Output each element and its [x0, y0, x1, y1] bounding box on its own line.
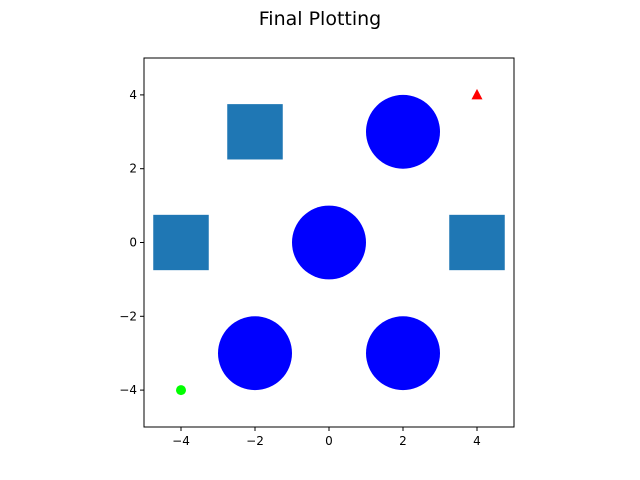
obstacle-circle	[366, 94, 440, 169]
chart-title: Final Plotting	[259, 8, 381, 30]
y-tick-label: −4	[119, 383, 137, 397]
obstacle-circle	[218, 316, 292, 391]
x-tick-label: 4	[473, 434, 481, 448]
goal-marker	[471, 88, 483, 100]
start-marker	[176, 385, 186, 396]
obstacle-square	[153, 214, 209, 271]
x-tick-label: 0	[325, 434, 333, 448]
obstacle-square	[227, 104, 283, 160]
x-tick-label: −4	[172, 434, 190, 448]
y-tick-label: 4	[129, 88, 137, 102]
y-tick-label: 2	[129, 162, 137, 176]
axis-ticks: −4 −2 0 2 4 −4 −2 0 2 4	[119, 88, 481, 448]
obstacle-circle	[292, 205, 366, 280]
x-tick-label: −2	[246, 434, 264, 448]
x-tick-label: 2	[399, 434, 407, 448]
y-tick-label: 0	[129, 236, 137, 250]
obstacle-circle	[366, 316, 440, 391]
y-tick-label: −2	[119, 309, 137, 323]
obstacle-square	[449, 214, 505, 271]
plot-area	[153, 88, 505, 396]
